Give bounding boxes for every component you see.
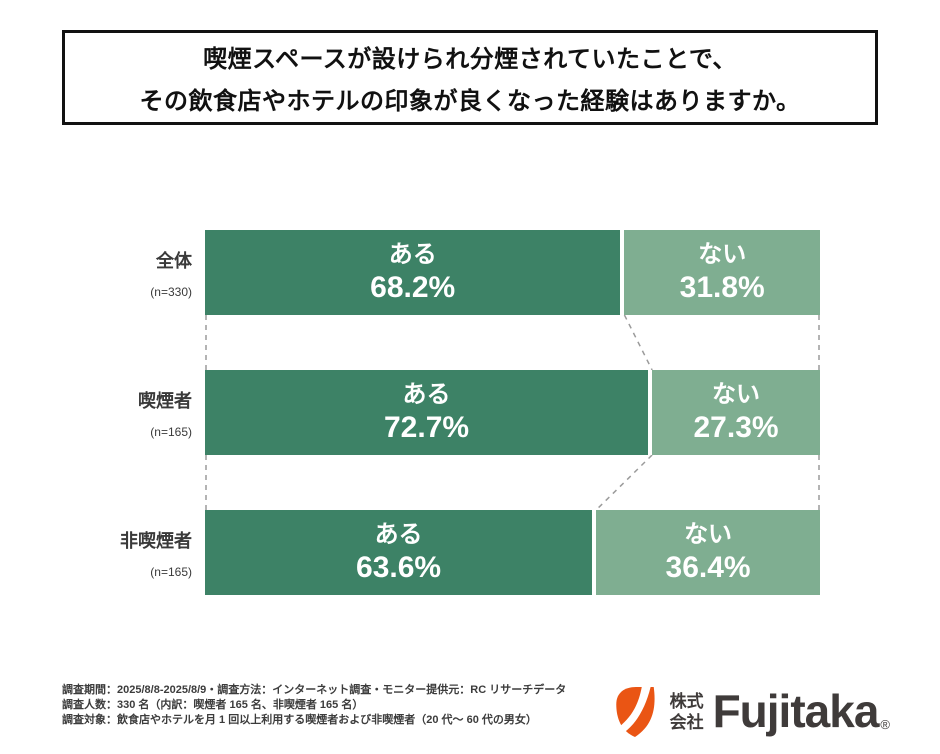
row-label-block: 喫煙者 (n=165): [0, 370, 205, 455]
segment-value: 63.6%: [356, 550, 442, 584]
segment-value: 31.8%: [679, 270, 765, 304]
bar-segment-nai: ない 31.8%: [624, 230, 820, 315]
question-title-box: 喫煙スペースが設けられ分煙されていたことで、 その飲食店やホテルの印象が良くなっ…: [62, 30, 878, 125]
segment-value: 68.2%: [370, 270, 456, 304]
row-label: 喫煙者: [138, 390, 192, 411]
bar-row-zentai: 全体 (n=330) ある 68.2% ない 31.8%: [0, 230, 940, 315]
sample-size-label: (n=165): [150, 424, 192, 439]
segment-name: ない: [712, 380, 761, 408]
row-label: 全体: [156, 250, 192, 271]
row-label-block: 非喫煙者 (n=165): [0, 510, 205, 595]
bar-row-hikitsuensha: 非喫煙者 (n=165) ある 63.6% ない 36.4%: [0, 510, 940, 595]
question-title-line-2: その飲食店やホテルの印象が良くなった経験はありますか。: [139, 88, 801, 115]
dashed-connector-gap-1: [205, 315, 820, 370]
fujitaka-logo: 株式 会社 Fujitaka ®: [609, 682, 890, 742]
bar: ある 72.7% ない 27.3%: [205, 370, 820, 455]
dashed-connector-lines: [205, 455, 820, 510]
bar-segment-aru: ある 68.2%: [205, 230, 625, 315]
sample-size-label: (n=330): [150, 284, 192, 299]
bar: ある 68.2% ない 31.8%: [205, 230, 820, 315]
segment-name: ない: [684, 520, 733, 548]
row-label-block: 全体 (n=330): [0, 230, 205, 315]
stacked-bar-chart: 全体 (n=330) ある 68.2% ない 31.8% 喫煙者 (n=165)…: [0, 230, 940, 595]
brand-name: Fujitaka: [712, 685, 880, 738]
sample-size-label: (n=165): [150, 564, 192, 579]
row-label: 非喫煙者: [120, 530, 192, 551]
segment-name: ある: [374, 520, 423, 548]
segment-value: 72.7%: [384, 410, 470, 444]
bar-segment-aru: ある 72.7%: [205, 370, 653, 455]
question-title-line-1: 喫煙スペースが設けられ分煙されていたことで、: [203, 46, 737, 73]
bar: ある 63.6% ない 36.4%: [205, 510, 820, 595]
survey-note-line-3: 調査対象：飲食店やホテルを月 1 回以上利用する喫煙者および非喫煙者（20 代～…: [62, 714, 537, 726]
survey-note-line-1: 調査期間：2025/8/8-2025/8/9・調査方法：インターネット調査・モニ…: [62, 684, 567, 696]
dashed-connector-lines: [205, 315, 820, 370]
bar-segment-nai: ない 36.4%: [596, 510, 820, 595]
bar-segment-nai: ない 27.3%: [652, 370, 820, 455]
dashed-connector-gap-2: [205, 455, 820, 510]
segment-name: ない: [698, 240, 747, 268]
company-name-top: 株式: [669, 691, 704, 711]
brand-wordmark: Fujitaka ®: [712, 685, 890, 738]
survey-note-line-2: 調査人数：330 名（内訳：喫煙者 165 名、非喫煙者 165 名）: [62, 699, 364, 711]
bar-segment-aru: ある 63.6%: [205, 510, 597, 595]
segment-name: ある: [388, 240, 437, 268]
survey-notes: 調査期間：2025/8/8-2025/8/9・調査方法：インターネット調査・モニ…: [62, 683, 566, 728]
segment-name: ある: [402, 380, 451, 408]
registered-mark: ®: [880, 716, 890, 732]
segment-value: 27.3%: [693, 410, 779, 444]
segment-value: 36.4%: [665, 550, 751, 584]
fujitaka-leaf-icon: [615, 687, 655, 737]
bar-row-kitsuensha: 喫煙者 (n=165) ある 72.7% ない 27.3%: [0, 370, 940, 455]
company-name: 株式 会社: [670, 691, 704, 734]
company-name-bottom: 会社: [669, 713, 704, 732]
